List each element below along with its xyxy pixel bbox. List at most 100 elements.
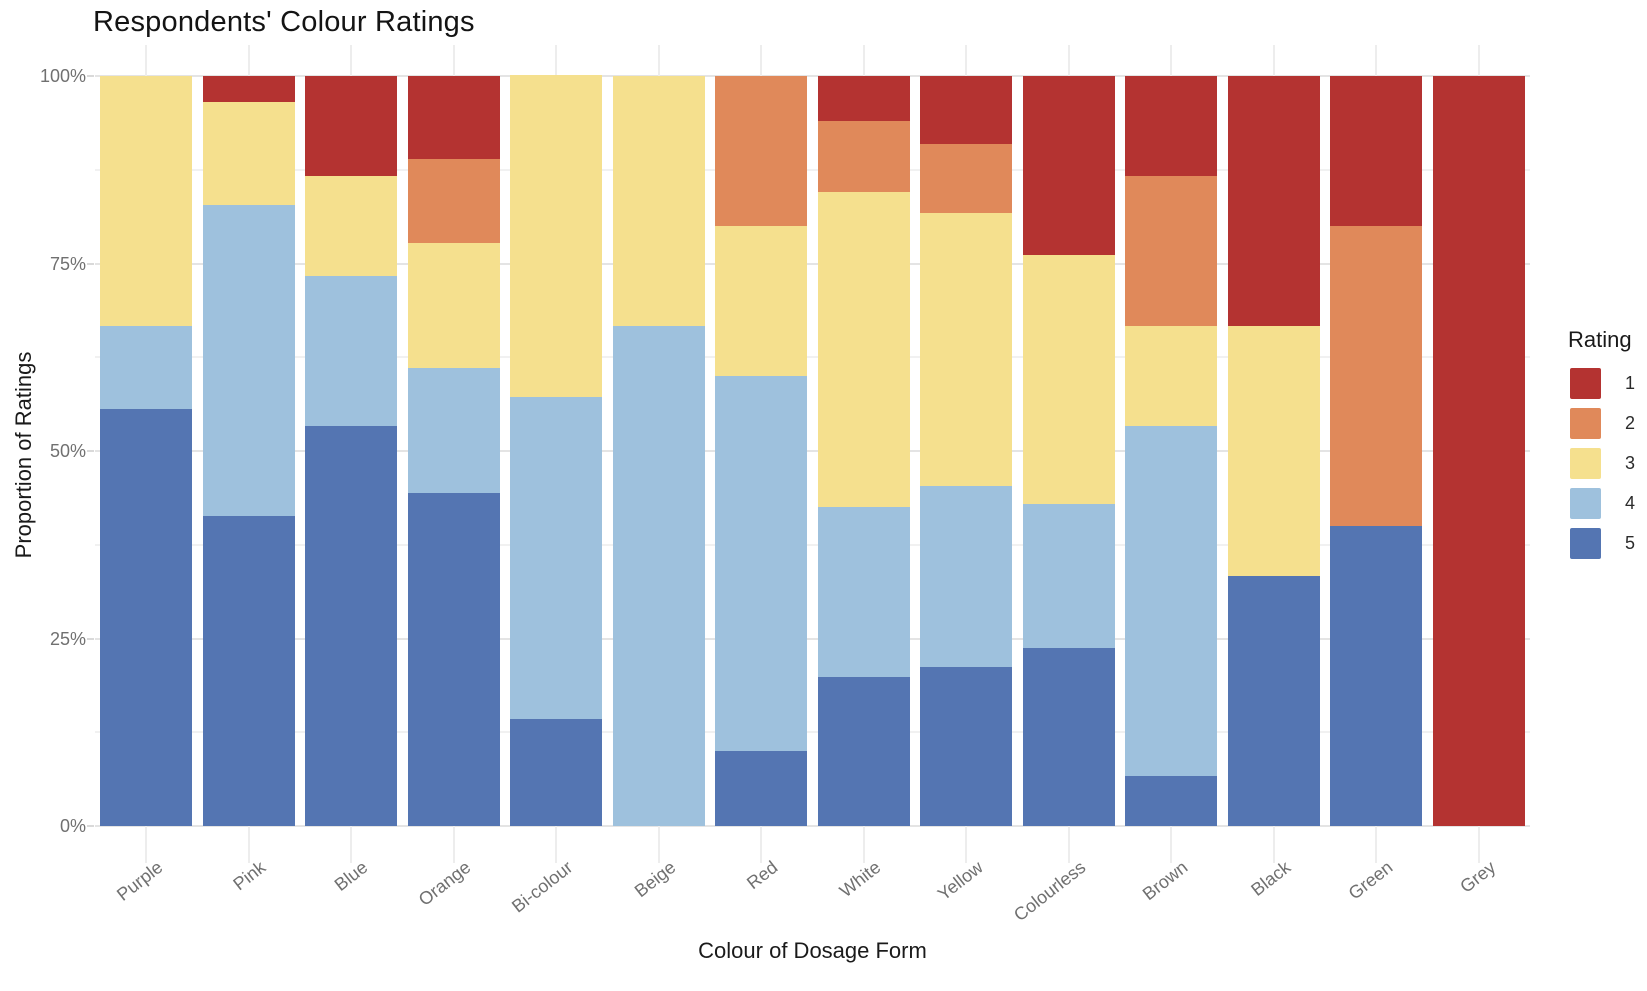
bar-segment-orange-rating-3 — [407, 242, 500, 368]
bar-segment-blue-rating-4 — [305, 276, 398, 427]
legend-items: 1 2 3 4 5 — [1568, 365, 1647, 565]
bar-segment-yellow-rating-4 — [920, 485, 1013, 667]
bar-orange — [407, 45, 500, 826]
legend-label-4: 4 — [1625, 493, 1636, 513]
bar-segment-green-rating-2 — [1330, 226, 1423, 526]
bar-segment-colourless-rating-4 — [1022, 504, 1115, 648]
bar-segment-black-rating-3 — [1227, 325, 1320, 577]
bar-segment-brown-rating-1 — [1125, 76, 1218, 176]
legend-swatch-2 — [1570, 408, 1601, 439]
bar-green — [1330, 45, 1423, 826]
bar-segment-green-rating-1 — [1330, 76, 1423, 226]
bar-segment-pink-rating-4 — [202, 205, 295, 516]
bar-segment-orange-rating-2 — [407, 159, 500, 243]
bar-segment-white-rating-2 — [817, 121, 910, 192]
legend-item-5: 5 — [1568, 525, 1647, 565]
bar-segment-purple-rating-4 — [100, 325, 193, 409]
x-tick-label-text: Black — [1247, 857, 1295, 900]
bar-segment-brown-rating-5 — [1125, 775, 1218, 826]
bar-segment-green-rating-5 — [1330, 526, 1423, 826]
bar-segment-blue-rating-5 — [305, 426, 398, 826]
bar-segment-orange-rating-5 — [407, 493, 500, 826]
legend-label-2: 2 — [1625, 413, 1636, 433]
bar-grey — [1432, 45, 1525, 826]
bar-segment-pink-rating-5 — [202, 515, 295, 826]
bar-segment-brown-rating-3 — [1125, 325, 1218, 426]
h-gridline — [95, 825, 1530, 827]
bar-segment-brown-rating-2 — [1125, 175, 1218, 326]
h-gridline — [95, 543, 1530, 546]
h-gridline — [95, 262, 1530, 265]
h-gridline — [95, 75, 1530, 77]
legend-item-3: 3 — [1568, 445, 1647, 485]
y-tick-label: 0% — [59, 816, 86, 836]
x-tick-label-text: Colourless — [1009, 857, 1090, 926]
bar-segment-yellow-rating-1 — [920, 76, 1013, 145]
legend-label-1: 1 — [1625, 373, 1636, 393]
x-tick-label-text: Purple — [113, 857, 167, 905]
y-axis-tick — [87, 262, 94, 265]
bar-segment-red-rating-4 — [715, 376, 808, 751]
legend-item-1: 1 — [1568, 365, 1647, 405]
y-axis-tick — [87, 637, 94, 640]
bar-segment-black-rating-1 — [1227, 76, 1320, 326]
legend-label-5: 5 — [1625, 533, 1636, 553]
x-tick-label-text: Green — [1344, 857, 1397, 904]
x-axis-title: Colour of Dosage Form — [698, 938, 927, 963]
legend-label-3: 3 — [1625, 453, 1636, 473]
bar-segment-brown-rating-4 — [1125, 425, 1218, 776]
bar-segment-purple-rating-3 — [100, 76, 193, 326]
plot-panel — [95, 45, 1530, 863]
y-tick-label: 100% — [39, 66, 86, 86]
y-axis-tick — [87, 75, 94, 77]
bar-purple — [100, 45, 193, 826]
bar-segment-white-rating-1 — [817, 76, 910, 121]
bar-segment-red-rating-5 — [715, 751, 808, 826]
bar-blue — [305, 45, 398, 826]
legend-item-2: 2 — [1568, 405, 1647, 445]
y-tick-label: 25% — [49, 628, 86, 649]
legend-swatch-3 — [1570, 448, 1601, 479]
bar-segment-white-rating-4 — [817, 507, 910, 677]
bar-beige — [612, 45, 705, 826]
bar-segment-pink-rating-3 — [202, 101, 295, 205]
x-tick-label-text: Brown — [1139, 857, 1192, 905]
x-tick-label-text: White — [835, 857, 885, 902]
bar-segment-bi-colour-rating-4 — [510, 397, 603, 719]
x-tick-label-text: Beige — [630, 857, 680, 902]
bar-segment-yellow-rating-5 — [920, 667, 1013, 826]
x-tick-label-text: Orange — [414, 857, 475, 910]
legend-item-4: 4 — [1568, 485, 1647, 525]
bar-segment-bi-colour-rating-5 — [510, 718, 603, 826]
bar-black — [1227, 45, 1320, 826]
h-gridline — [95, 450, 1530, 452]
legend-swatch-5 — [1570, 528, 1601, 559]
bar-segment-beige-rating-3 — [612, 76, 705, 326]
y-axis-tick — [87, 825, 94, 827]
x-tick-label-text: Yellow — [933, 857, 987, 905]
bar-segment-orange-rating-1 — [407, 76, 500, 160]
bar-segment-white-rating-3 — [817, 191, 910, 508]
bar-segment-bi-colour-rating-3 — [510, 75, 603, 397]
bar-segment-pink-rating-1 — [202, 76, 295, 102]
chart-title: Respondents' Colour Ratings — [93, 6, 475, 38]
bar-segment-colourless-rating-1 — [1022, 76, 1115, 255]
y-axis-tick — [87, 450, 94, 452]
bar-segment-red-rating-3 — [715, 226, 808, 376]
bar-segment-black-rating-5 — [1227, 576, 1320, 826]
legend-swatch-4 — [1570, 488, 1601, 519]
legend: Rating 1 2 3 4 5 — [1568, 327, 1647, 565]
legend-swatch-1 — [1570, 368, 1601, 399]
bar-segment-grey-rating-1 — [1432, 76, 1525, 826]
h-gridline — [95, 356, 1530, 359]
bar-segment-white-rating-5 — [817, 676, 910, 826]
bar-white — [817, 45, 910, 826]
bar-segment-red-rating-2 — [715, 76, 808, 226]
y-tick-label: 50% — [49, 441, 86, 461]
bar-segment-yellow-rating-2 — [920, 144, 1013, 213]
bar-red — [715, 45, 808, 826]
bar-segment-blue-rating-1 — [305, 76, 398, 176]
bar-segment-blue-rating-3 — [305, 175, 398, 277]
h-gridline — [95, 168, 1530, 171]
